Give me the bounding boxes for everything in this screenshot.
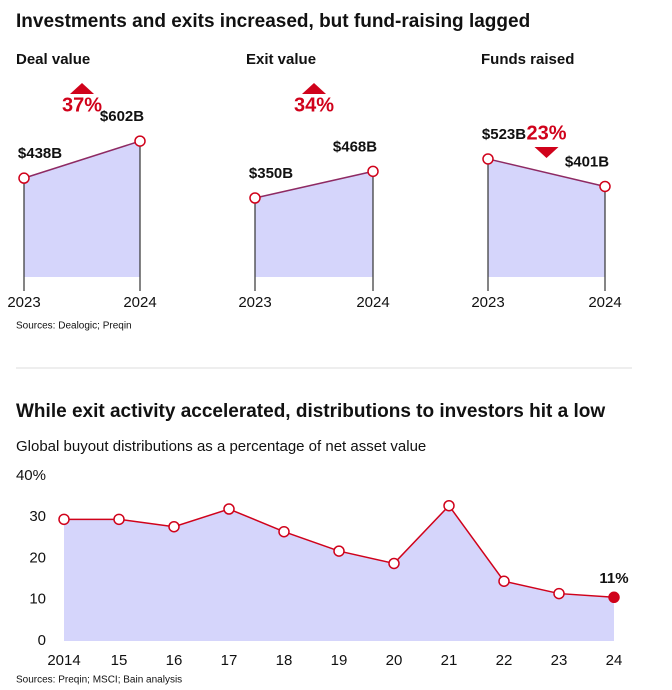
area bbox=[255, 171, 373, 277]
chart-title: Funds raised bbox=[481, 51, 574, 68]
marker bbox=[113, 513, 125, 526]
value-label: $401B bbox=[565, 153, 609, 170]
change-label: 34% bbox=[294, 94, 334, 116]
value-label: $438B bbox=[18, 145, 62, 162]
x-tick-label: 2024 bbox=[588, 294, 621, 311]
marker bbox=[498, 575, 510, 587]
x-tick-label: 2024 bbox=[356, 294, 389, 311]
x-tick-label: 17 bbox=[221, 652, 238, 669]
x-tick-label: 2014 bbox=[47, 652, 80, 669]
value-label: $350B bbox=[249, 165, 293, 182]
change-label: 23% bbox=[526, 122, 566, 144]
change-arrow bbox=[302, 83, 326, 94]
marker bbox=[553, 587, 565, 600]
x-tick-label: 21 bbox=[441, 652, 458, 669]
marker bbox=[278, 525, 290, 538]
marker bbox=[134, 135, 146, 147]
chart-subtitle: Global buyout distributions as a percent… bbox=[16, 438, 426, 455]
x-tick-label: 23 bbox=[551, 652, 568, 669]
line bbox=[23, 140, 141, 179]
y-tick-label: 30 bbox=[29, 508, 46, 525]
chart-title: Deal value bbox=[16, 51, 90, 68]
sources: Sources: Preqin; MSCI; Bain analysis bbox=[16, 675, 182, 686]
x-tick-label: 16 bbox=[166, 652, 183, 669]
x-tick-label: 2023 bbox=[238, 294, 271, 311]
headline: Investments and exits increased, but fun… bbox=[16, 11, 530, 32]
area bbox=[488, 158, 605, 277]
value-label: $468B bbox=[333, 138, 377, 155]
x-tick-label: 24 bbox=[606, 652, 623, 669]
x-tick-label: 19 bbox=[331, 652, 348, 669]
line bbox=[487, 158, 606, 188]
marker bbox=[482, 153, 494, 165]
marker bbox=[599, 180, 611, 193]
y-tick-label: 0 bbox=[38, 632, 46, 649]
x-tick-label: 2024 bbox=[123, 294, 156, 311]
marker bbox=[168, 520, 180, 533]
area bbox=[24, 141, 140, 277]
value-label: $602B bbox=[100, 108, 144, 125]
marker bbox=[388, 557, 400, 570]
change-arrow bbox=[70, 83, 94, 94]
value-label: $523B bbox=[482, 126, 526, 143]
sources: Sources: Dealogic; Preqin bbox=[16, 321, 132, 332]
y-tick-label: 40% bbox=[16, 467, 46, 484]
x-tick-label: 22 bbox=[496, 652, 513, 669]
change-label: 37% bbox=[62, 94, 102, 116]
marker bbox=[18, 172, 30, 184]
marker bbox=[249, 192, 261, 204]
marker bbox=[223, 503, 235, 515]
change-arrow bbox=[534, 147, 559, 158]
line bbox=[254, 170, 374, 199]
chart-title: While exit activity accelerated, distrib… bbox=[16, 401, 605, 422]
marker bbox=[367, 165, 379, 178]
marker bbox=[58, 513, 70, 526]
marker bbox=[443, 499, 455, 512]
chart-title: Exit value bbox=[246, 51, 316, 68]
y-tick-label: 10 bbox=[29, 591, 46, 608]
value-label: 11% bbox=[599, 570, 628, 587]
marker bbox=[333, 545, 345, 557]
x-tick-label: 18 bbox=[276, 652, 293, 669]
x-tick-label: 2023 bbox=[7, 294, 40, 311]
area bbox=[64, 505, 614, 641]
x-tick-label: 15 bbox=[111, 652, 128, 669]
x-tick-label: 20 bbox=[386, 652, 403, 669]
marker bbox=[608, 591, 620, 604]
y-tick-label: 20 bbox=[29, 549, 46, 566]
x-tick-label: 2023 bbox=[471, 294, 504, 311]
